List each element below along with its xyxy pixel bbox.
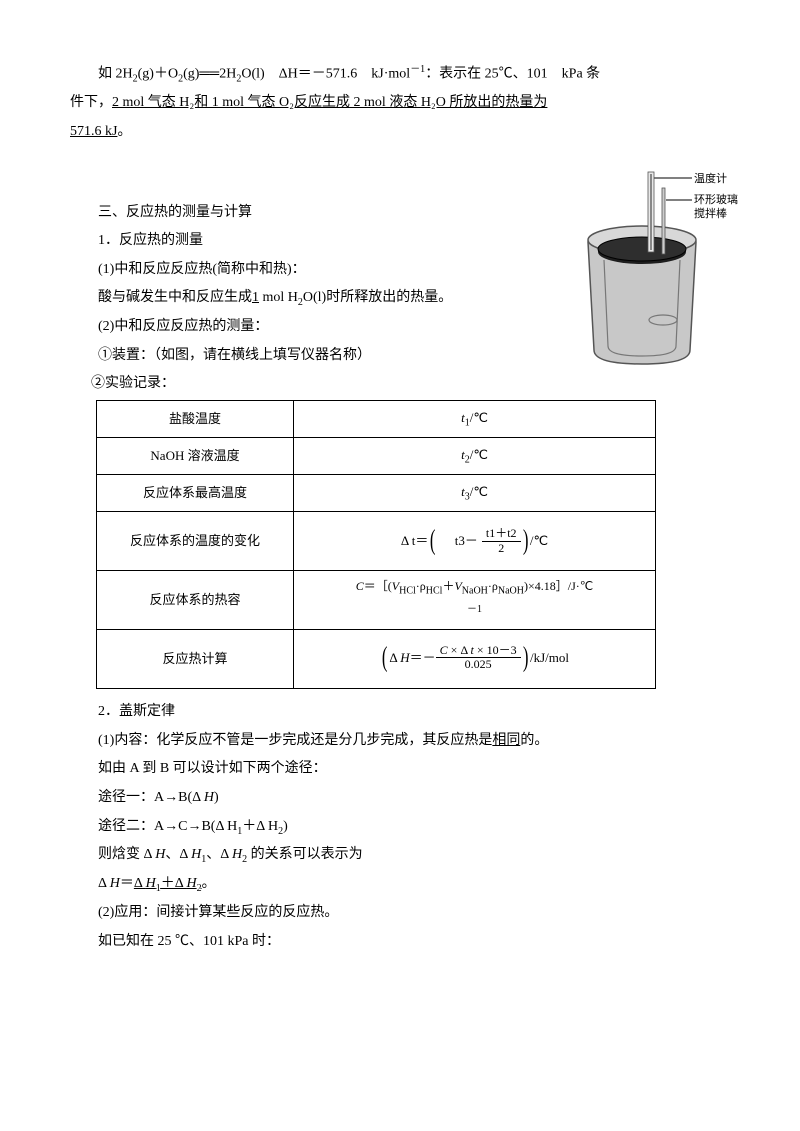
txt: ＝－571.6 kJ·mol: [298, 67, 410, 82]
s4-p7: Δ H＝Δ H1＋Δ H2。: [70, 871, 730, 898]
label-thermometer: 温度计: [694, 171, 727, 185]
cell-value: ( Δ H＝－ C × Δ t × 10－30.025 ) /kJ/mol: [294, 630, 656, 689]
txt: 途径二：A→C→B(Δ H: [98, 819, 237, 834]
cell-value: C＝［(VHCl·ρHCl＋VNaOH·ρNaOH)×4.18］/J·℃－1: [294, 571, 656, 630]
s4-p9: 如已知在 25 ℃、101 kPa 时：: [70, 929, 730, 956]
s3-p6: ②实验记录：: [70, 371, 730, 398]
intro-line3: 571.6 kJ。: [70, 119, 730, 146]
txt: ): [283, 819, 288, 834]
cell-label: 反应体系最高温度: [97, 475, 294, 512]
table-row: 反应体系最高温度 t3/℃: [97, 475, 656, 512]
underline-text: 1: [252, 290, 259, 305]
cell-value: t3/℃: [294, 475, 656, 512]
label-glassring1: 环形玻璃: [694, 192, 738, 206]
txt: 。: [202, 876, 216, 891]
cell-value: t1/℃: [294, 401, 656, 438]
s4-p4: 途径一：A→B(Δ H): [70, 785, 730, 812]
cell-value: t2/℃: [294, 438, 656, 475]
s4-p3: 如由 A 到 B 可以设计如下两个途径：: [70, 756, 730, 783]
intro-line2: 件下，2 mol 气态 H₂和 1 mol 气态 O₂反应生成 2 mol 液态…: [70, 90, 730, 117]
cell-label: 反应体系的温度的变化: [97, 512, 294, 571]
txt: ＋Δ H: [242, 819, 278, 834]
txt: ：表示在 25℃、101 kPa 条: [425, 67, 600, 82]
txt: 。: [117, 124, 131, 139]
underline-text: 571.6 kJ: [70, 124, 117, 139]
s4-p1: 2．盖斯定律: [70, 699, 730, 726]
txt: O(l) Δ: [241, 67, 287, 82]
txt: mol H: [259, 290, 298, 305]
s4-p8: (2)应用：间接计算某些反应的反应热。: [70, 900, 730, 927]
s4-p6: 则焓变 Δ H、Δ H1、Δ H2 的关系可以表示为: [70, 842, 730, 869]
txt: 件下，: [70, 95, 112, 110]
txt: (g)══2H: [183, 67, 236, 82]
cell-value: Δ t＝ ( t3－ t1＋t22 ) /℃: [294, 512, 656, 571]
txt: 的。: [520, 733, 548, 748]
calorimeter-diagram: 温度计 环形玻璃 搅拌棒: [570, 170, 740, 370]
experiment-table: 盐酸温度 t1/℃ NaOH 溶液温度 t2/℃ 反应体系最高温度 t3/℃ 反…: [96, 400, 656, 689]
page-root: 如 2H2(g)＋O2(g)══2H2O(l) ΔH＝－571.6 kJ·mol…: [0, 0, 800, 1131]
label-glassring2: 搅拌棒: [694, 206, 727, 220]
s4-p2: (1)内容：化学反应不管是一步完成还是分几步完成，其反应热是相同的。: [70, 728, 730, 755]
table-row: 反应体系的热容 C＝［(VHCl·ρHCl＋VNaOH·ρNaOH)×4.18］…: [97, 571, 656, 630]
cell-label: 盐酸温度: [97, 401, 294, 438]
cell-label: NaOH 溶液温度: [97, 438, 294, 475]
table-row: NaOH 溶液温度 t2/℃: [97, 438, 656, 475]
txt: H: [288, 67, 298, 82]
txt: 如 2H: [98, 67, 133, 82]
section-3: 温度计 环形玻璃 搅拌棒 三、反应热的测量与计: [70, 200, 730, 690]
txt: 酸与碱发生中和反应生成: [98, 290, 252, 305]
table-row: 盐酸温度 t1/℃: [97, 401, 656, 438]
table-row: 反应体系的温度的变化 Δ t＝ ( t3－ t1＋t22 ) /℃: [97, 512, 656, 571]
txt: (1)内容：化学反应不管是一步完成还是分几步完成，其反应热是: [98, 733, 492, 748]
cell-label: 反应体系的热容: [97, 571, 294, 630]
underline-text: 相同: [492, 733, 520, 748]
cell-label: 反应热计算: [97, 630, 294, 689]
s4-p5: 途径二：A→C→B(Δ H1＋Δ H2): [70, 814, 730, 841]
underline-text: 2 mol 气态 H₂和 1 mol 气态 O₂反应生成 2 mol 液态 H₂…: [112, 95, 547, 110]
txt: O(l)时所释放出的热量。: [303, 290, 452, 305]
intro-line1: 如 2H2(g)＋O2(g)══2H2O(l) ΔH＝－571.6 kJ·mol…: [70, 60, 730, 88]
table-row: 反应热计算 ( Δ H＝－ C × Δ t × 10－30.025 ) /kJ/…: [97, 630, 656, 689]
txt: (g)＋O: [138, 67, 178, 82]
